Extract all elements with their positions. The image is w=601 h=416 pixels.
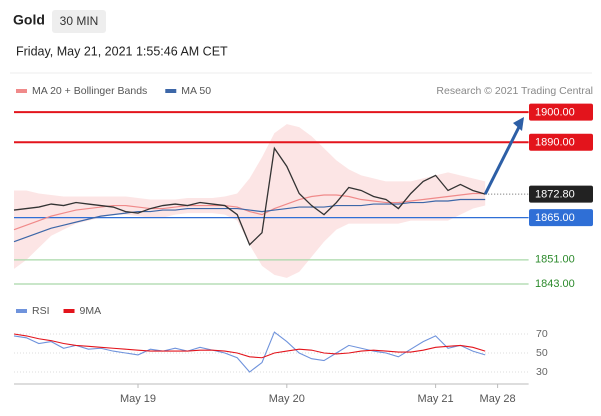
level-label: 1843.00 — [535, 278, 575, 290]
y-tick-label: 30 — [536, 366, 548, 378]
legend-swatch — [63, 309, 75, 313]
legend-swatch — [16, 89, 27, 93]
y-tick-label: 70 — [536, 328, 548, 340]
level-box — [529, 103, 593, 121]
level-label: 1900.00 — [535, 106, 575, 118]
x-tick-label: May 19 — [120, 393, 156, 405]
bollinger-band — [14, 124, 486, 278]
ma-line — [13, 198, 486, 243]
level-label: 1865.00 — [535, 212, 575, 224]
ma-line — [13, 192, 486, 231]
timestamp: Friday, May 21, 2021 1:55:46 AM CET — [16, 44, 228, 58]
arrow-head — [513, 117, 524, 131]
legend-label: MA 50 — [181, 85, 211, 97]
y-tick-label: 50 — [536, 347, 548, 359]
x-tick-label: May 28 — [480, 393, 516, 405]
legend-swatch — [16, 309, 27, 313]
level-box — [529, 185, 593, 203]
legend-swatch — [165, 89, 177, 93]
level-label: 1872.80 — [535, 189, 575, 201]
price-line — [13, 146, 486, 246]
x-tick-label: May 20 — [269, 393, 305, 405]
indicator-line — [13, 333, 486, 359]
x-tick-label: May 21 — [418, 393, 454, 405]
level-box — [529, 133, 593, 151]
legend-label: 9MA — [80, 305, 102, 317]
level-label: 1851.00 — [535, 254, 575, 266]
source: Research © 2021 Trading Central — [436, 85, 593, 97]
level-box — [529, 209, 593, 227]
legend-label: RSI — [32, 305, 50, 317]
symbol: Gold — [13, 12, 45, 28]
legend-label: MA 20 + Bollinger Bands — [32, 85, 147, 97]
level-label: 1890.00 — [535, 137, 575, 149]
timeframe-badge[interactable] — [52, 10, 106, 33]
timeframe[interactable]: 30 MIN — [60, 14, 99, 28]
projection-arrow — [483, 122, 523, 195]
